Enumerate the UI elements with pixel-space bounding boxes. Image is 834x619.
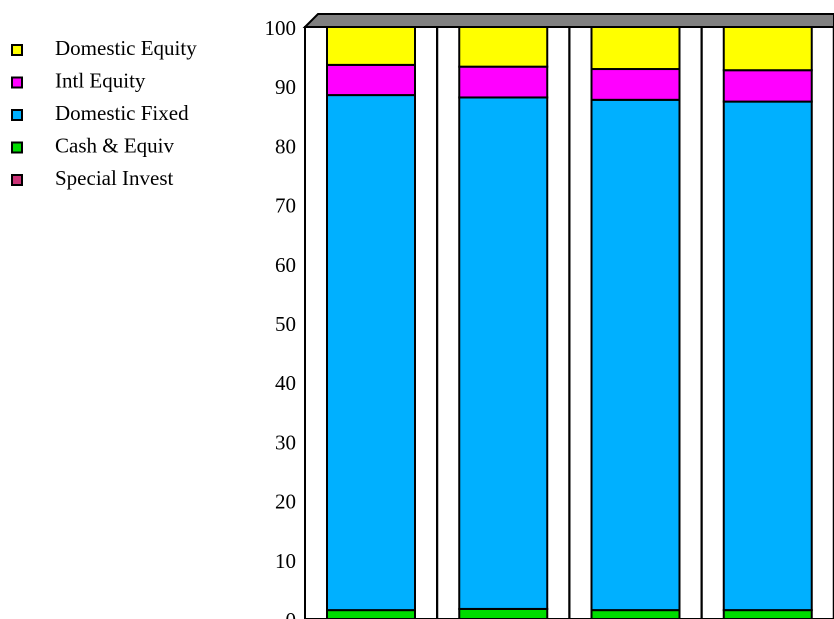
- chart-legend: Domestic Equity Intl Equity Domestic Fixed…: [11, 36, 197, 190]
- bar-segment-domestic-fixed: [458, 96, 549, 610]
- bar-segment-cash-and-equiv: [590, 609, 681, 619]
- bar-segment-intl-equity: [722, 69, 813, 103]
- legend-swatch-special-invest: [11, 174, 23, 186]
- bar-segment-intl-equity: [590, 68, 681, 101]
- bar-segment-domestic-equity: [326, 26, 416, 66]
- bar-segment-domestic-equity: [590, 26, 681, 71]
- bar-segment-domestic-fixed: [326, 94, 416, 612]
- bar-segment-domestic-equity: [722, 26, 813, 72]
- y-tick-label: 0: [286, 608, 297, 619]
- legend-swatch-intl-equity: [11, 76, 23, 89]
- y-tick-label: 30: [275, 430, 296, 454]
- plot-area: [302, 13, 834, 619]
- bar-segment-domestic-fixed: [590, 98, 681, 612]
- y-tick-label: 10: [275, 549, 296, 573]
- legend-label-intl-equity: Intl Equity: [55, 69, 146, 93]
- legend-label-domestic-fixed: Domestic Fixed: [55, 101, 189, 125]
- legend-swatch-domestic-fixed: [11, 109, 23, 121]
- legend-label-special-invest: Special Invest: [55, 166, 174, 190]
- bar-segment-cash-and-equiv: [722, 609, 813, 619]
- y-tick-label: 70: [275, 194, 296, 218]
- y-tick-label: 60: [275, 253, 296, 277]
- bar-segment-cash-and-equiv: [326, 609, 416, 619]
- bar-segment-domestic-equity: [458, 26, 549, 68]
- bar-segment-cash-and-equiv: [458, 607, 549, 619]
- y-tick-label: 100: [265, 16, 297, 40]
- bar-segment-domestic-fixed: [722, 100, 813, 612]
- plot-top-face: [302, 13, 834, 28]
- y-tick-label: 50: [275, 312, 296, 336]
- legend-swatch-cash-and-equiv: [11, 141, 23, 154]
- y-tick-label: 90: [275, 75, 296, 99]
- y-tick-label: 20: [275, 490, 296, 514]
- bar-segment-intl-equity: [458, 65, 549, 99]
- bar-segment-intl-equity: [326, 63, 416, 97]
- y-tick-label: 80: [275, 134, 296, 158]
- y-tick-label: 40: [275, 371, 296, 395]
- legend-label-domestic-equity: Domestic Equity: [55, 36, 197, 60]
- legend-swatch-domestic-equity: [11, 44, 23, 56]
- y-axis: 0 10 20 30 40 50 60 70 80 90 100: [265, 16, 297, 619]
- legend-label-cash-and-equiv: Cash & Equiv: [55, 134, 174, 158]
- plot-frame-outline: [304, 26, 834, 619]
